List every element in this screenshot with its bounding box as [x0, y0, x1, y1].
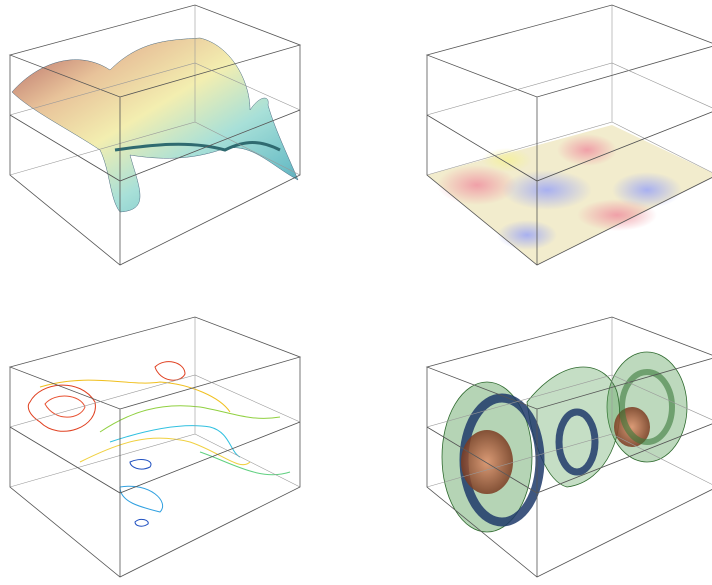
surface-panel — [9, 4, 301, 266]
isosurfaces — [441, 351, 688, 533]
dens-panel — [426, 4, 712, 266]
contours — [27, 361, 291, 527]
axes-box — [9, 316, 301, 578]
contour-panel — [9, 316, 301, 578]
surface-fold — [114, 141, 281, 152]
dens-blobs — [437, 134, 682, 250]
surf3-panel — [426, 316, 712, 578]
surface — [11, 37, 299, 213]
